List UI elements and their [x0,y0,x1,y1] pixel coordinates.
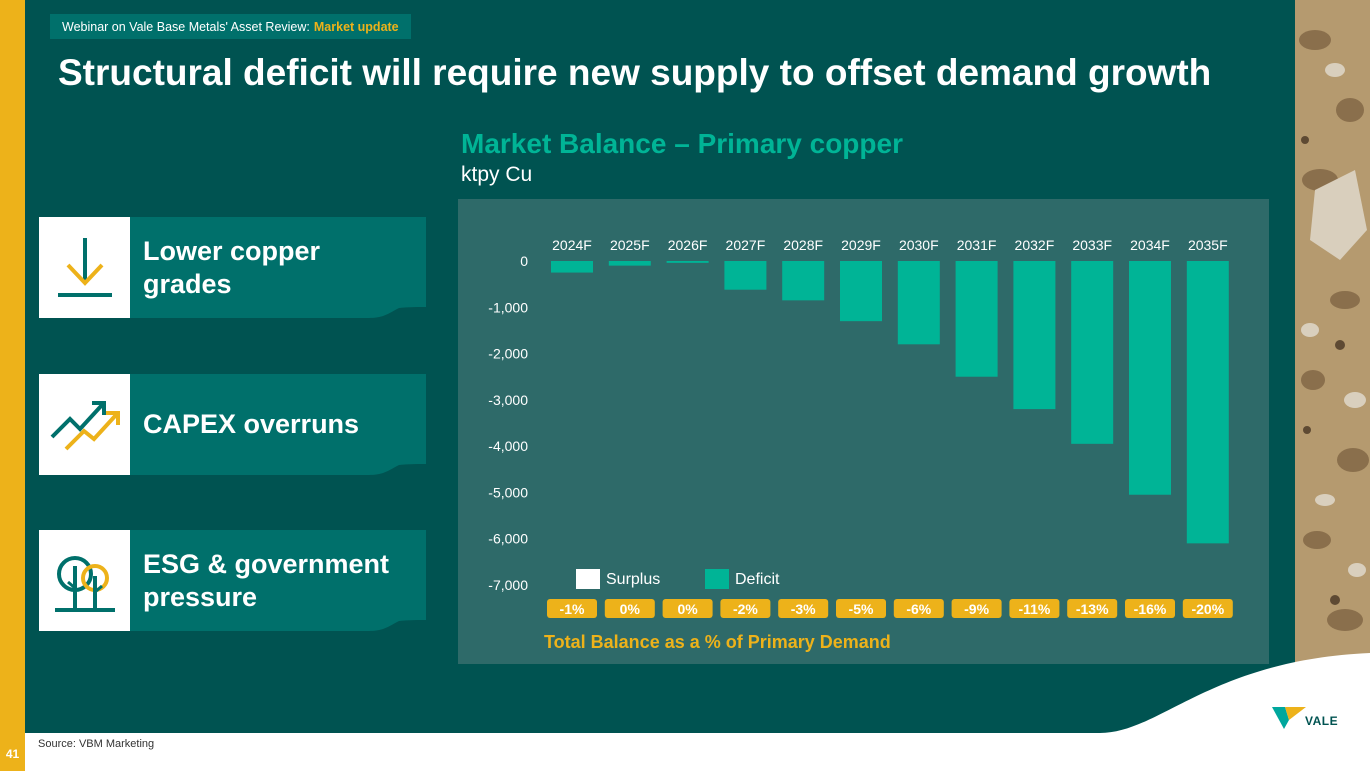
deficit-bar [1129,261,1171,495]
balance-pct-caption: Total Balance as a % of Primary Demand [544,632,891,652]
balance-pct-label: 0% [620,601,641,617]
card-label: ESG & government pressure [143,549,390,612]
x-tick-label: 2035F [1188,237,1228,253]
decorative-curve [1100,653,1370,740]
balance-pct-badge [951,599,1002,618]
balance-pct-badge [720,599,771,618]
balance-pct-label: -11% [1018,601,1050,617]
webinar-tag: Webinar on Vale Base Metals' Asset Revie… [50,14,411,39]
card-background [39,530,426,631]
balance-pct-badge [604,599,655,618]
brand-name: VALE [1305,714,1339,728]
y-tick-label: -7,000 [488,577,528,593]
deficit-bar [955,261,998,377]
card-lower-copper-grades: Lower copper grades [39,217,426,318]
deficit-bar [782,261,825,301]
balance-pct-label: -1% [560,601,585,617]
trees-icon [39,530,130,631]
y-tick-label: 0 [520,253,528,269]
balance-pct-badge [836,599,886,618]
balance-pct-label: 0% [677,601,698,617]
balance-pct-badge [1067,599,1118,618]
x-tick-label: 2026F [668,237,708,253]
x-tick-label: 2025F [610,237,650,253]
legend-surplus-swatch [576,569,600,589]
card-label: Lower copper grades [143,236,321,299]
balance-pct-label: -6% [906,601,931,617]
y-tick-label: -4,000 [488,438,528,454]
deficit-bar [724,261,767,290]
chart-title: Market Balance – Primary copper [461,128,903,159]
balance-pct-label: -9% [964,601,989,617]
card-background [39,374,426,475]
balance-pct-label: -3% [791,601,816,617]
balance-pct-badge [778,599,829,618]
webinar-highlight: Market update [313,19,399,34]
balance-pct-badge [1009,599,1060,618]
x-tick-label: 2028F [783,237,823,253]
balance-pct-badge [547,599,597,618]
y-tick-label: -1,000 [488,299,528,315]
x-tick-label: 2033F [1072,237,1112,253]
page-number: 41 [5,747,20,761]
deficit-bar [666,261,709,263]
legend-deficit-swatch [705,569,729,589]
y-tick-label: -2,000 [488,346,528,362]
legend-surplus-label: Surplus [606,571,660,588]
x-tick-label: 2024F [552,237,592,253]
card-esg-pressure: ESG & government pressure [39,530,426,631]
balance-pct-label: -13% [1076,601,1109,617]
x-tick-label: 2030F [899,237,939,253]
deficit-bar [897,261,940,345]
rock-texture-image [1295,0,1370,733]
y-tick-label: -3,000 [488,392,528,408]
legend-deficit-label: Deficit [735,571,780,588]
y-tick-label: -6,000 [488,531,528,547]
balance-pct-badge [662,599,713,618]
deficit-bar [608,261,651,266]
x-tick-label: 2032F [1015,237,1055,253]
balance-pct-label: -2% [733,601,758,617]
deficit-bar [1071,261,1114,444]
footer-bar [25,733,1370,771]
vale-logo-icon [1272,707,1306,729]
x-tick-label: 2029F [841,237,881,253]
deficit-bar [551,261,593,273]
y-tick-label: -5,000 [488,484,528,500]
balance-pct-label: -20% [1191,601,1224,617]
balance-pct-label: -16% [1134,601,1167,617]
x-tick-label: 2034F [1130,237,1170,253]
balance-pct-label: -5% [849,601,874,617]
source-note: Source: VBM Marketing [38,738,155,750]
x-tick-label: 2027F [726,237,766,253]
chart-panel: 0 -1,000 -2,000 -3,000 -4,000 -5,000 -6,000 -7,… [458,199,1269,664]
balance-pct-badge [893,599,944,618]
bar-chart: 0 -1,000 -2,000 -3,000 -4,000 -5,000 -6,000 -7,… [488,237,1233,652]
x-tick-label: 2031F [957,237,997,253]
trending-up-icon [39,374,130,475]
accent-bar [0,0,25,771]
deficit-bar [840,261,882,322]
page-title: Structural deficit will require new supp… [58,52,1212,93]
card-capex-overruns: CAPEX overruns [39,374,426,475]
balance-pct-badge [1125,599,1175,618]
deficit-bar [1186,261,1229,544]
webinar-label: Webinar on Vale Base Metals' Asset Revie… [62,19,310,34]
download-arrow-icon [39,217,130,318]
deficit-bar [1013,261,1056,410]
card-label: CAPEX overruns [143,409,360,440]
balance-pct-badge [1182,599,1233,618]
card-background [39,217,426,318]
chart-unit: ktpy Cu [461,163,533,186]
